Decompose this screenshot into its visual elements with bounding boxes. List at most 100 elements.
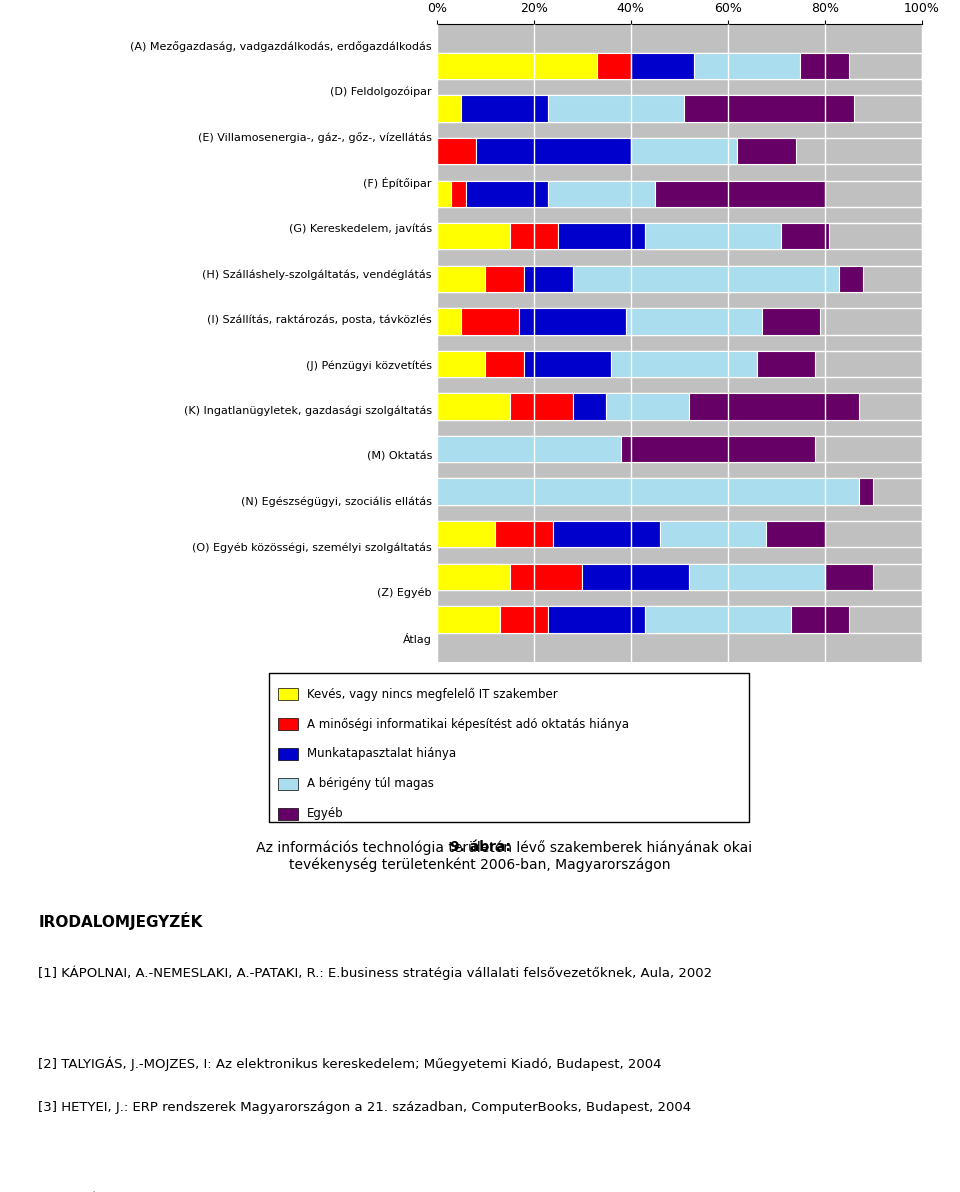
Bar xyxy=(437,521,922,547)
Bar xyxy=(548,607,645,633)
Bar xyxy=(437,564,922,590)
Text: A minőségi informatikai képesítést adó oktatás hiánya: A minőségi informatikai képesítést adó o… xyxy=(307,718,629,731)
Text: Átlag: Átlag xyxy=(403,633,432,645)
Text: (A) Mezőgazdaság, vadgazdálkodás, erdőgazdálkodás: (A) Mezőgazdaság, vadgazdálkodás, erdőga… xyxy=(131,42,432,52)
Text: Az információs technológia területén lévő szakemberek hiányának okai
tevékenység: Az információs technológia területén lév… xyxy=(208,840,752,873)
Text: Egyéb: Egyéb xyxy=(307,807,344,820)
Text: 9. ábra:: 9. ábra: xyxy=(449,840,511,855)
Bar xyxy=(437,266,485,292)
Bar xyxy=(607,393,689,420)
Bar xyxy=(519,309,626,335)
Text: (E) Villamosenergia-, gáz-, gőz-, vízellátás: (E) Villamosenergia-, gáz-, gőz-, vízell… xyxy=(198,132,432,143)
Bar xyxy=(694,52,801,79)
Bar xyxy=(461,309,519,335)
Bar xyxy=(437,521,495,547)
Bar xyxy=(437,393,922,420)
Bar xyxy=(475,138,631,164)
Bar xyxy=(437,180,451,207)
Text: (Z) Egyéb: (Z) Egyéb xyxy=(377,588,432,598)
Bar xyxy=(689,564,825,590)
Bar xyxy=(553,521,660,547)
Bar xyxy=(839,266,863,292)
Bar xyxy=(737,138,796,164)
Bar xyxy=(437,436,621,462)
Bar xyxy=(548,180,655,207)
Bar xyxy=(278,689,298,701)
Bar xyxy=(466,180,548,207)
Bar xyxy=(437,564,510,590)
Text: [2] TALYIGÁS, J.-MOJZES, I: Az elektronikus kereskedelem; Műegyetemi Kiadó, Buda: [2] TALYIGÁS, J.-MOJZES, I: Az elektroni… xyxy=(38,1056,661,1070)
Text: [3] HETYEI, J.: ERP rendszerek Magyarországon a 21. században, ComputerBooks, Bu: [3] HETYEI, J.: ERP rendszerek Magyarors… xyxy=(38,1101,691,1115)
Bar xyxy=(437,350,922,377)
Bar xyxy=(612,350,756,377)
Bar xyxy=(558,223,645,249)
Bar xyxy=(437,393,510,420)
Bar xyxy=(621,436,815,462)
Bar xyxy=(485,350,524,377)
Bar xyxy=(437,52,597,79)
Text: (N) Egészségügyi, szociális ellátás: (N) Egészségügyi, szociális ellátás xyxy=(241,497,432,508)
Bar xyxy=(524,266,572,292)
Bar xyxy=(756,350,815,377)
Text: (J) Pénzügyi közvetítés: (J) Pénzügyi közvetítés xyxy=(306,360,432,371)
Bar xyxy=(572,266,839,292)
Bar xyxy=(437,95,922,122)
Bar xyxy=(437,478,858,505)
Bar xyxy=(437,180,922,207)
Bar xyxy=(437,309,461,335)
Bar xyxy=(437,138,922,164)
Bar xyxy=(510,393,572,420)
Bar xyxy=(437,52,922,79)
Bar xyxy=(485,266,524,292)
Text: (D) Feldolgozóipar: (D) Feldolgozóipar xyxy=(330,87,432,98)
Bar xyxy=(451,180,466,207)
Bar xyxy=(278,718,298,730)
Text: (G) Kereskedelem, javítás: (G) Kereskedelem, javítás xyxy=(289,224,432,234)
Bar xyxy=(437,95,461,122)
Bar xyxy=(437,478,922,505)
Bar xyxy=(801,52,849,79)
Bar xyxy=(524,350,612,377)
Bar xyxy=(684,95,853,122)
Bar xyxy=(626,309,761,335)
Text: (M) Oktatás: (M) Oktatás xyxy=(367,452,432,461)
Bar xyxy=(437,223,510,249)
Text: A bérigény túl magas: A bérigény túl magas xyxy=(307,777,434,790)
Text: (K) Ingatlanügyletek, gazdasági szolgáltatás: (K) Ingatlanügyletek, gazdasági szolgált… xyxy=(184,405,432,416)
Text: Kevés, vagy nincs megfelelő IT szakember: Kevés, vagy nincs megfelelő IT szakember xyxy=(307,688,558,701)
Text: Munkatapasztalat hiánya: Munkatapasztalat hiánya xyxy=(307,747,456,760)
Text: (F) Építőipar: (F) Építőipar xyxy=(364,178,432,190)
Bar xyxy=(437,350,485,377)
Bar xyxy=(781,223,829,249)
Bar xyxy=(461,95,548,122)
Bar xyxy=(791,607,849,633)
Bar xyxy=(278,808,298,820)
Bar xyxy=(437,607,500,633)
Bar xyxy=(631,52,694,79)
Bar xyxy=(437,309,922,335)
Bar xyxy=(548,95,684,122)
Bar xyxy=(858,478,873,505)
Bar xyxy=(761,309,820,335)
Text: (I) Szállítás, raktározás, posta, távközlés: (I) Szállítás, raktározás, posta, távköz… xyxy=(207,315,432,325)
Bar xyxy=(766,521,825,547)
Bar xyxy=(500,607,548,633)
Bar xyxy=(689,393,858,420)
Bar xyxy=(437,607,922,633)
Bar xyxy=(645,607,791,633)
Bar xyxy=(572,393,607,420)
Bar xyxy=(437,266,922,292)
Bar xyxy=(278,778,298,790)
Bar xyxy=(437,223,922,249)
Bar xyxy=(510,564,582,590)
Text: (O) Egyéb közösségi, személyi szolgáltatás: (O) Egyéb közösségi, személyi szolgáltat… xyxy=(192,542,432,553)
Bar xyxy=(510,223,558,249)
Bar xyxy=(655,180,825,207)
Bar xyxy=(582,564,689,590)
Bar xyxy=(631,138,737,164)
Bar xyxy=(597,52,631,79)
Bar xyxy=(825,564,873,590)
Text: [1] KÁPOLNAI, A.-NEMESLAKI, A.-PATAKI, R.: E.business stratégia vállalati felsőv: [1] KÁPOLNAI, A.-NEMESLAKI, A.-PATAKI, R… xyxy=(38,966,712,980)
Bar xyxy=(437,138,475,164)
Bar xyxy=(495,521,553,547)
